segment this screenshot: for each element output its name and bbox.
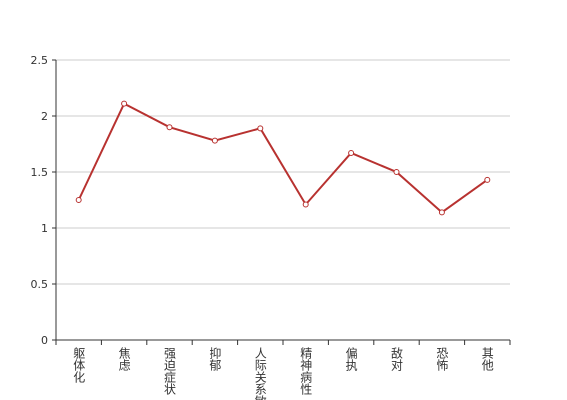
marker — [484, 176, 491, 183]
y-tick-label: 0.5 — [31, 278, 49, 291]
marker — [348, 149, 355, 156]
x-tick-label: 焦虑 — [117, 347, 131, 371]
y-tick-label: 1.5 — [31, 166, 49, 179]
marker — [121, 100, 128, 107]
marker — [393, 169, 400, 175]
y-tick-label: 2 — [41, 110, 48, 123]
marker — [75, 197, 82, 203]
x-tick-label: 精神病性 — [299, 347, 313, 396]
x-tick-label: 偏执 — [344, 346, 358, 372]
marker — [257, 125, 264, 132]
y-tick-label: 2.5 — [31, 54, 49, 67]
x-tick-label: 抑郁 — [208, 346, 222, 372]
x-tick-label: 其他 — [480, 347, 494, 371]
x-tick-label: 恐怖 — [435, 347, 449, 371]
x-tick-label: 敌对 — [390, 346, 404, 371]
marker — [438, 209, 445, 216]
marker — [166, 124, 173, 131]
x-tick-label: 躯体化 — [72, 346, 86, 384]
y-tick-label: 1 — [41, 222, 48, 235]
marker — [302, 201, 309, 208]
marker — [211, 137, 218, 144]
y-tick-label: 0 — [41, 334, 48, 347]
x-tick-label: 强迫症状 — [163, 347, 177, 395]
line — [77, 102, 488, 214]
x-tick-label: 人际关系敏感 — [253, 347, 267, 400]
